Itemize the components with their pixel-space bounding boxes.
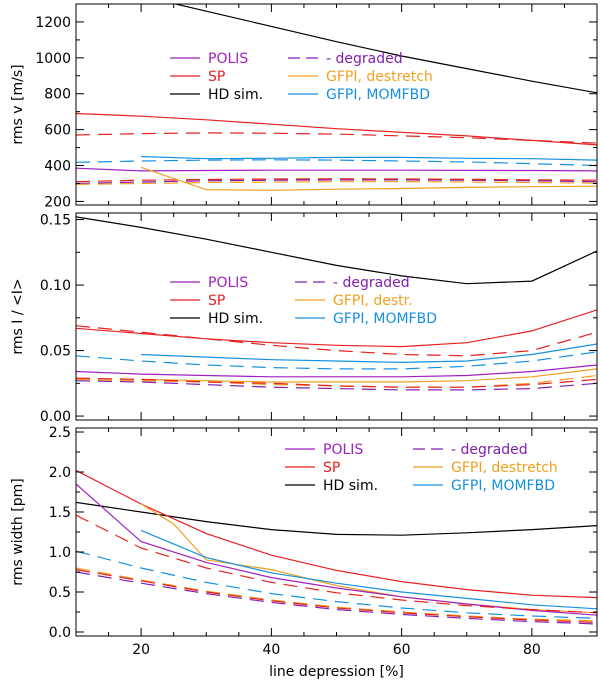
y-tick-label: 2.0 <box>49 465 71 481</box>
legend-label: GFPI, MOMFBD <box>333 311 437 327</box>
series-line-sp <box>76 309 597 348</box>
series-line-sp-degraded <box>76 132 597 144</box>
legend-label: - degraded <box>333 275 410 291</box>
legend-label: GFPI, destretch <box>451 460 558 476</box>
legend-label: GFPI, MOMFBD <box>326 87 430 103</box>
plot-frame <box>75 3 598 206</box>
y-tick-label: 800 <box>44 87 71 103</box>
y-tick-label: 0.10 <box>40 278 71 294</box>
legend-label: GFPI, MOMFBD <box>451 478 555 494</box>
series-group <box>76 469 597 625</box>
panel-rms-intensity: 0.00 0.05 0.10 0.15 rms I / <I> POLIS SP HD sim… <box>10 212 598 425</box>
x-tick-label: 40 <box>262 642 280 658</box>
y-tick-label: 1000 <box>35 51 71 67</box>
legend-label: SP <box>208 69 225 85</box>
y-tick-label: 0.0 <box>49 625 71 641</box>
series-line-sp-degraded-low <box>76 569 597 623</box>
y-tick-label: 600 <box>44 123 71 139</box>
legend: POLIS SP HD sim. - degraded GFPI, destr. GFPI… <box>170 275 437 327</box>
y-tick-label: 0.00 <box>40 409 71 425</box>
x-tick-label: 80 <box>523 642 541 658</box>
y-axis-title: rms I / <I> <box>10 278 26 354</box>
y-tick-label: 0.15 <box>40 213 71 229</box>
series-line-gfpi-destretch-degraded <box>76 567 597 622</box>
y-tick-label: 400 <box>44 159 71 175</box>
series-line-polis <box>76 167 597 172</box>
y-tick-label: 200 <box>44 194 71 210</box>
series-line-sp-degraded <box>76 514 597 614</box>
series-line-gfpi-momfbd-degraded <box>76 550 597 619</box>
series-line-hd-sim- <box>172 4 597 94</box>
x-tick-label: 20 <box>132 642 150 658</box>
legend-label: HD sim. <box>208 87 263 103</box>
panel-rms-velocity: 200 400 600 800 1000 1200 rms v [m/s] POLIS SP HD… <box>10 3 598 210</box>
series-line-sp <box>76 469 597 599</box>
series-line-gfpi-destretch <box>141 368 597 383</box>
legend: POLIS SP HD sim. - degraded GFPI, destretch G… <box>285 442 558 494</box>
legend-label: POLIS <box>208 275 248 291</box>
legend-label: POLIS <box>323 442 363 458</box>
series-line-polis-degraded <box>76 571 597 625</box>
series-line-hd-sim- <box>76 501 597 536</box>
series-line-polis <box>76 364 597 378</box>
series-line-polis <box>76 483 597 616</box>
legend-label: SP <box>208 293 225 309</box>
series-line-gfpi-momfbd-degraded <box>76 159 597 167</box>
panel-rms-width: 20 40 60 80 0.0 0.5 1.0 1.5 2.0 2.5 rms width [pm]… <box>10 425 598 680</box>
legend-label: - degraded <box>451 442 528 458</box>
series-line-gfpi-momfbd <box>141 343 597 364</box>
legend-label: GFPI, destretch <box>326 69 433 85</box>
legend: POLIS SP HD sim. - degraded GFPI, destretch G… <box>170 51 433 103</box>
y-axis-title: rms v [m/s] <box>10 64 26 144</box>
legend-label: POLIS <box>208 51 248 67</box>
legend-label: HD sim. <box>323 478 378 494</box>
y-tick-label: 1.5 <box>49 505 71 521</box>
y-tick-label: 1.0 <box>49 545 71 561</box>
series-line-gfpi-destretch <box>140 166 597 191</box>
legend-label: HD sim. <box>208 311 263 327</box>
x-tick-label: 60 <box>393 642 411 658</box>
y-tick-label: 0.5 <box>49 585 71 601</box>
y-tick-label: 1200 <box>35 15 71 31</box>
legend-label: - degraded <box>326 51 403 67</box>
y-tick-label: 0.05 <box>40 344 71 360</box>
legend-label: GFPI, destr. <box>333 293 413 309</box>
series-line-gfpi-momfbd <box>141 155 597 161</box>
series-line-sp <box>76 112 597 146</box>
x-axis-title: line depression [%] <box>269 664 404 680</box>
series-line-gfpi-momfbd <box>140 529 597 610</box>
y-axis-title: rms width [pm] <box>10 478 26 585</box>
series-line-sp-degraded <box>76 325 597 357</box>
series-line-hd-sim- <box>76 216 597 285</box>
legend-label: SP <box>323 460 340 476</box>
series-group <box>76 4 597 191</box>
y-tick-label: 2.5 <box>49 425 71 441</box>
series-group <box>76 216 597 391</box>
